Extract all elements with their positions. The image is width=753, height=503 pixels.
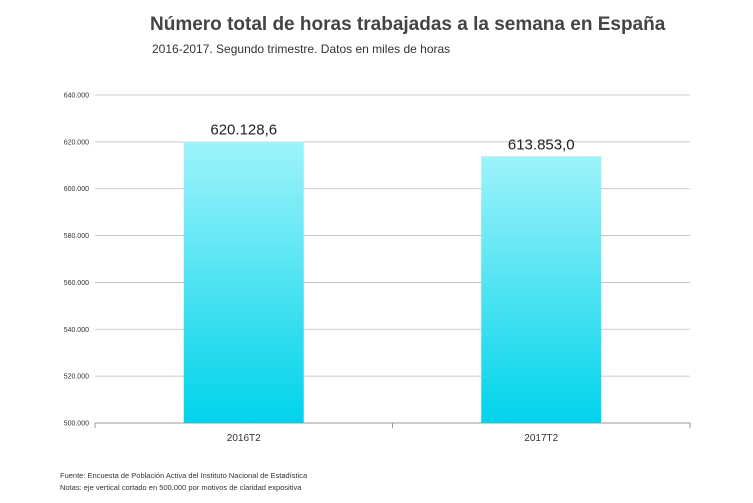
bar-2016T2: [183, 141, 304, 423]
y-tick-label: 620.000: [64, 139, 89, 146]
chart-title: Número total de horas trabajadas a la se…: [150, 14, 666, 35]
y-tick-label: 520.000: [64, 374, 89, 381]
y-axis-ticks: 500.000 520.000 540.000 560.000 580.000 600.0…: [64, 93, 89, 428]
source-note: Fuente: Encuesta de Población Activa del…: [60, 471, 308, 480]
x-axis: 2016T2 2017T2: [94, 422, 691, 444]
y-tick-label: 640.000: [64, 93, 89, 100]
data-label: 620.128,6: [210, 122, 277, 139]
y-tick-label: 560.000: [64, 280, 89, 287]
y-tick-label: 540.000: [64, 327, 89, 334]
chart-footnotes: Fuente: Encuesta de Población Activa del…: [60, 470, 307, 494]
bar-2017T2: [481, 156, 602, 424]
y-tick-label: 600.000: [64, 186, 89, 193]
x-tick-label: 2017T2: [524, 433, 558, 444]
data-label: 613.853,0: [508, 136, 575, 153]
bars: [183, 141, 602, 424]
axis-note: Notas: eje vertical cortado en 500.000 p…: [60, 483, 302, 492]
data-labels: 620.128,6 613.853,0: [210, 122, 574, 154]
y-tick-label: 500.000: [64, 421, 89, 428]
x-tick-label: 2016T2: [227, 433, 261, 444]
y-tick-label: 580.000: [64, 233, 89, 240]
chart-subtitle: 2016-2017. Segundo trimestre. Datos en m…: [152, 42, 451, 56]
